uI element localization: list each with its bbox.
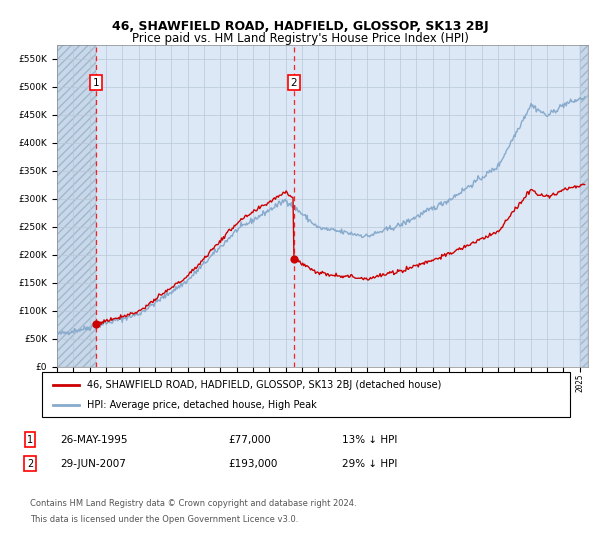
Point (289, 254, 299, 263)
Text: Contains HM Land Registry data © Crown copyright and database right 2024.: Contains HM Land Registry data © Crown c… (30, 500, 356, 508)
Point (91, 319, 101, 328)
Text: £77,000: £77,000 (228, 435, 271, 445)
Text: 1: 1 (27, 435, 33, 445)
Text: 2: 2 (27, 459, 33, 469)
Text: 26-MAY-1995: 26-MAY-1995 (60, 435, 128, 445)
Text: 29% ↓ HPI: 29% ↓ HPI (342, 459, 397, 469)
Text: 13% ↓ HPI: 13% ↓ HPI (342, 435, 397, 445)
Bar (580, 45, 588, 367)
Text: Price paid vs. HM Land Registry's House Price Index (HPI): Price paid vs. HM Land Registry's House … (131, 32, 469, 45)
Text: £193,000: £193,000 (228, 459, 277, 469)
Text: This data is licensed under the Open Government Licence v3.0.: This data is licensed under the Open Gov… (30, 515, 298, 524)
Text: 29-JUN-2007: 29-JUN-2007 (60, 459, 126, 469)
Text: 2: 2 (290, 78, 297, 88)
Text: HPI: Average price, detached house, High Peak: HPI: Average price, detached house, High… (87, 400, 317, 410)
Text: 46, SHAWFIELD ROAD, HADFIELD, GLOSSOP, SK13 2BJ (detached house): 46, SHAWFIELD ROAD, HADFIELD, GLOSSOP, S… (87, 380, 441, 390)
FancyBboxPatch shape (42, 372, 570, 417)
Text: 46, SHAWFIELD ROAD, HADFIELD, GLOSSOP, SK13 2BJ: 46, SHAWFIELD ROAD, HADFIELD, GLOSSOP, S… (112, 20, 488, 32)
Text: 1: 1 (93, 78, 100, 88)
Bar (57, 45, 96, 367)
